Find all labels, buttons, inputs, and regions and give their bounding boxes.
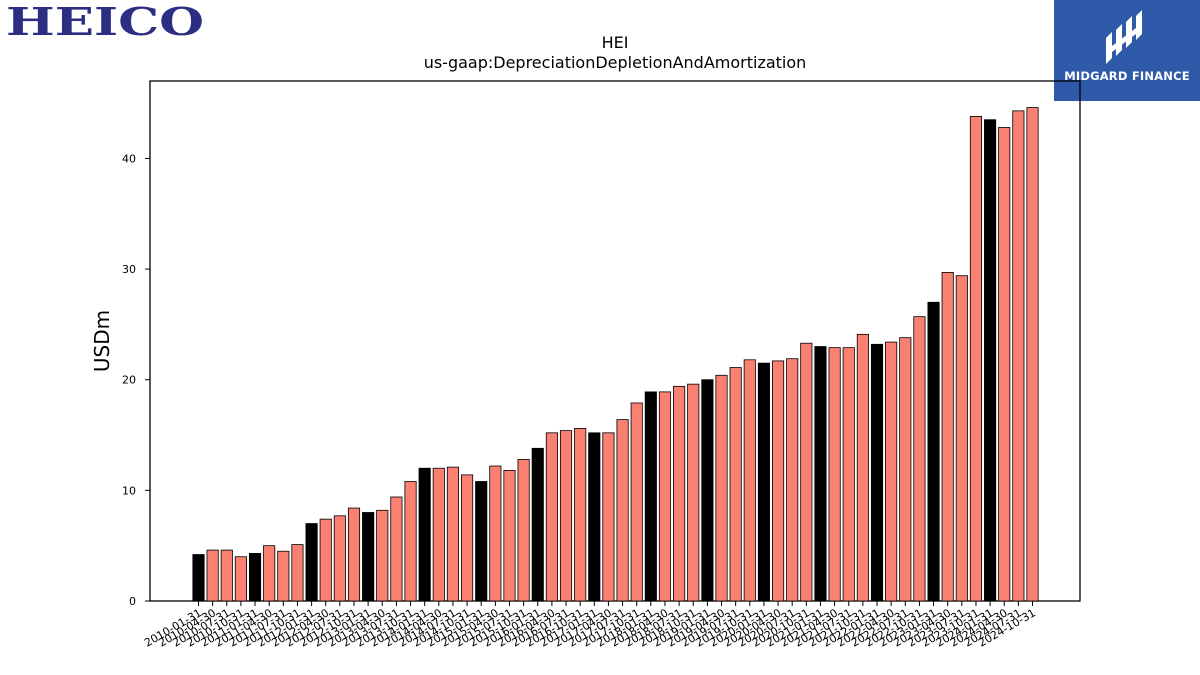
bar <box>772 360 785 602</box>
bar <box>574 427 587 602</box>
bar <box>234 556 247 602</box>
chart-title: HEI <box>601 33 629 52</box>
bar <box>856 333 869 602</box>
bar <box>899 337 912 602</box>
bar <box>658 391 672 602</box>
bar <box>1012 110 1025 602</box>
bars <box>192 107 1039 602</box>
bar <box>729 367 742 602</box>
bar <box>701 379 714 602</box>
bar <box>291 544 304 602</box>
bar <box>616 419 629 602</box>
bar <box>687 383 700 602</box>
bar <box>800 342 813 602</box>
midgard-finance-logo: MIDGARD FINANCE <box>1054 0 1200 101</box>
y-axis: 0 10 20 30 40 <box>122 152 150 608</box>
heico-logo-text: HEICO <box>6 4 204 40</box>
y-tick-label: 0 <box>129 595 136 608</box>
bar <box>333 515 346 602</box>
bar <box>446 466 460 602</box>
y-tick-label: 10 <box>122 484 136 497</box>
bar <box>376 509 389 602</box>
bar <box>432 467 445 602</box>
bar <box>969 116 983 602</box>
bar <box>757 362 770 602</box>
bar <box>319 518 332 602</box>
bar <box>602 432 615 602</box>
bar <box>206 549 219 602</box>
bar <box>786 358 799 602</box>
bar <box>870 343 884 602</box>
bar <box>503 470 516 602</box>
bar <box>461 474 474 602</box>
chart-subtitle: us-gaap:DepreciationDepletionAndAmortiza… <box>423 53 807 72</box>
bar <box>362 512 375 602</box>
heico-logo: HEICO <box>6 4 204 40</box>
bar <box>588 432 601 602</box>
bar <box>644 391 657 602</box>
bar <box>673 385 686 602</box>
bar <box>489 465 502 602</box>
bar <box>559 430 573 602</box>
bar <box>531 447 544 602</box>
y-tick-label: 40 <box>122 152 136 165</box>
bar <box>955 275 968 602</box>
bar <box>390 496 403 602</box>
bar <box>305 523 318 602</box>
bar <box>1026 107 1039 602</box>
bar <box>263 545 276 602</box>
bar <box>404 481 417 602</box>
bar <box>814 346 827 602</box>
bar <box>545 432 558 602</box>
bar <box>842 347 855 602</box>
bar <box>220 549 233 602</box>
bar <box>998 127 1011 602</box>
bar <box>715 374 728 602</box>
brand-name: MIDGARD FINANCE <box>1064 69 1190 83</box>
bar <box>913 316 926 602</box>
bar <box>192 554 205 602</box>
bar <box>885 341 898 602</box>
bar <box>347 507 361 602</box>
midgard-emblem-icon <box>1106 10 1142 64</box>
y-tick-label: 30 <box>122 263 136 276</box>
bar <box>475 481 488 602</box>
y-axis-label: USDm <box>90 310 114 372</box>
bar <box>517 458 530 602</box>
bar <box>277 550 290 602</box>
bar <box>248 553 262 602</box>
bar <box>418 467 431 602</box>
bar <box>941 271 954 602</box>
bar <box>828 347 841 602</box>
plot-frame <box>149 80 1081 602</box>
bar <box>927 301 940 602</box>
bar <box>743 359 756 602</box>
bar <box>630 402 643 602</box>
x-axis: 2010-01-312010-04-302010-07-312010-10-31… <box>142 601 1038 650</box>
bar <box>984 119 997 602</box>
y-tick-label: 20 <box>122 374 136 387</box>
